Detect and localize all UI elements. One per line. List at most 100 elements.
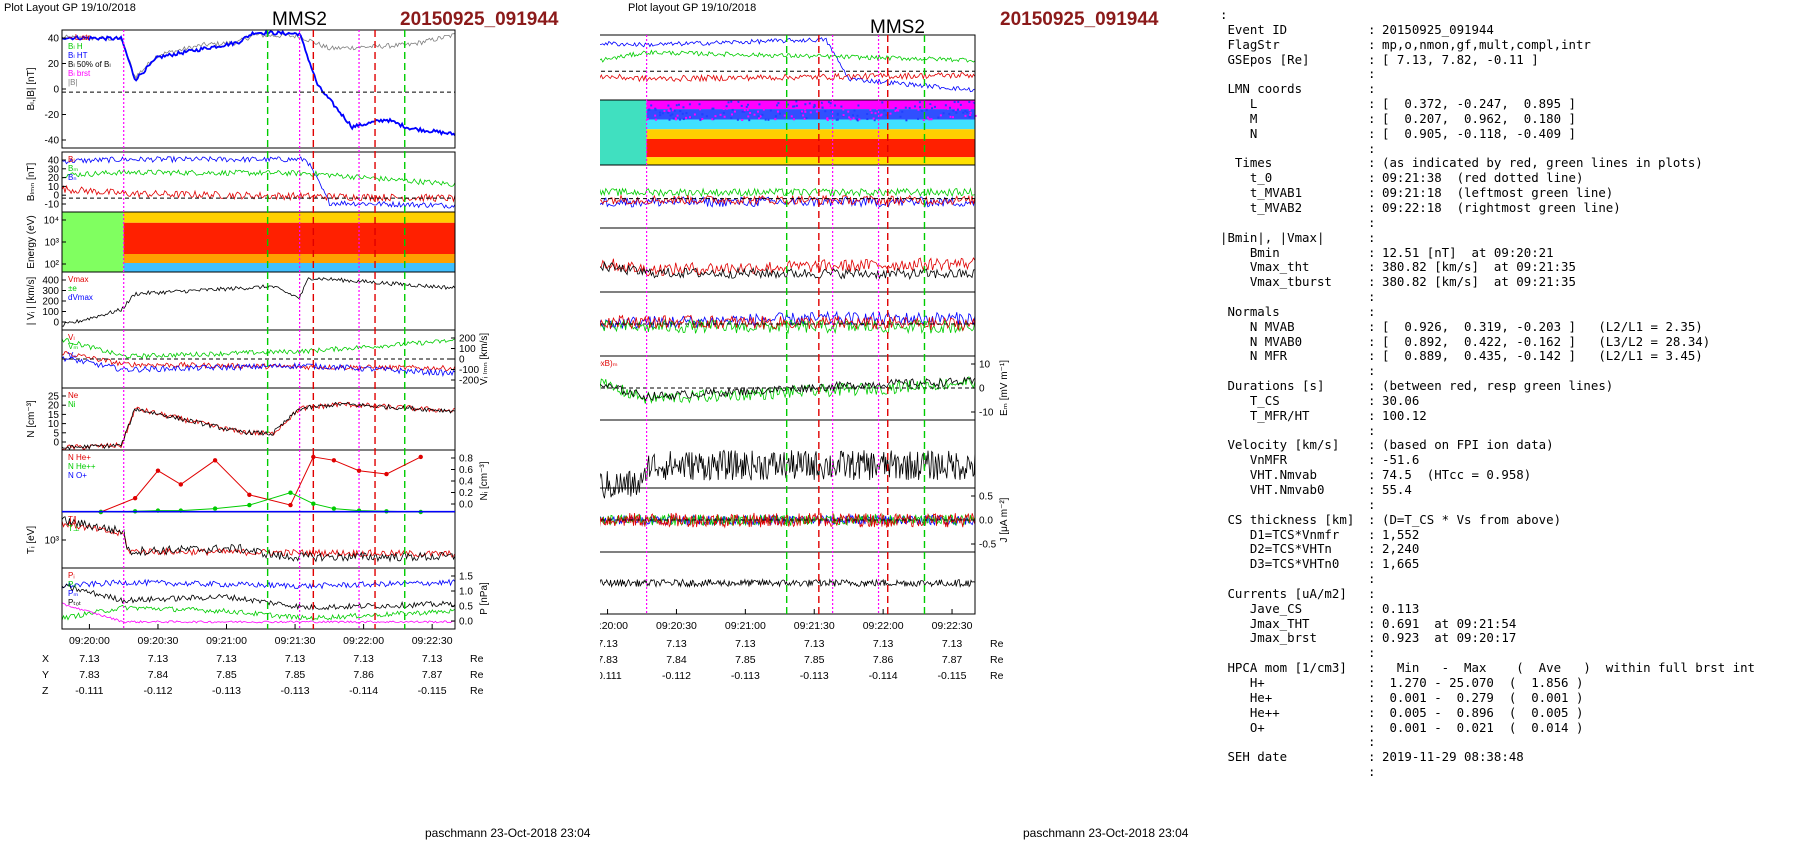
spectrogram-speckle [804,103,807,106]
info-line: N MVAB: [ 0.926, 0.319, -0.203 ] (L2/L1 =… [1220,319,1804,335]
spectrogram-speckle [733,110,736,113]
spectrogram-speckle [948,112,951,115]
info-colon: : [1368,526,1376,542]
ephemeris-value: -0.113 [731,670,760,682]
spectrogram-speckle [727,101,730,104]
panel-ti: 10³ Tᵢ [eV] T∥T⊥ [26,511,456,569]
y-axis-label: Tᵢ [eV] [26,526,37,554]
series-blmn-blue [61,155,456,209]
series-vi-black [62,276,456,327]
info-line: : [1220,497,1804,513]
legend-entry: ±e [68,284,77,293]
series-vlmn-green [61,338,456,359]
spectrogram-speckle [966,111,969,114]
info-value: [ 0.892, 0.422, -0.162 ] (L3/L2 = 28.34) [1382,333,1711,349]
ephemeris-value: 7.83 [600,654,618,666]
info-colon: : [1368,600,1376,616]
info-value: 2019-11-29 08:38:48 [1382,749,1524,765]
info-colon: : [1368,110,1376,126]
info-line: : [1220,140,1804,157]
spectrogram-speckle [719,113,722,116]
panel-je: 1.00.50.0-0.5-1.0J*E' [nW m⁻³]J*E' [600,551,976,615]
ephemeris-value: -0.112 [662,670,691,682]
spectrogram-speckle [676,114,679,117]
y-tick-label: -10 [979,408,994,419]
spectrogram-speckle [856,119,859,122]
panel-j: 0.80.60.40.20.0|J| [μA m⁻²]|J| [600,419,976,499]
info-colon: : [1368,140,1376,156]
ephemeris-value: -0.113 [212,685,241,697]
spectrogram-speckle [931,107,934,110]
spectrogram-speckle [682,118,685,121]
info-colon: : [1368,348,1376,364]
spectrogram-speckle [682,106,685,109]
y-tick-label: -0.5 [979,540,997,551]
ephemeris-value: 7.13 [353,653,374,665]
spectrogram-speckle [756,110,759,113]
spectrogram-speckle [776,110,779,113]
spectrogram-speckle [925,108,928,111]
y-tick-label: 0 [459,355,465,366]
spectrogram-speckle [736,118,739,121]
spectrogram-speckle [952,104,955,107]
y-tick-label: 400 [42,276,59,287]
spectrogram-speckle [930,118,933,121]
ephemeris-unit: Re [470,669,484,681]
spectrogram-speckle [803,108,806,111]
y-tick-label: 1.5 [459,572,473,583]
x-tick-label: 09:20:00 [69,635,110,647]
spectrogram-speckle [802,114,805,117]
info-key: Jave_CS [1220,600,1303,616]
spectrogram-speckle [698,103,701,106]
info-line: M: [ 0.207, 0.962, 0.180 ] [1220,110,1804,127]
legend-entry: Pₑ [68,580,76,589]
info-line: CS thickness [km]: (D=T_CS * Vs from abov… [1220,512,1804,528]
spectrogram-speckle [747,115,750,118]
series-p-blue [61,578,456,590]
left-event-title: 20150925_091944 [400,9,559,30]
spectrogram-speckle [731,103,734,106]
spectrogram-speckle [804,110,807,113]
x-tick-label: 09:22:30 [932,620,973,632]
spectrogram-speckle [672,117,675,120]
spectrogram-speckle [685,116,688,119]
x-tick-label: 09:20:00 [600,620,628,632]
spectrogram-speckle [783,114,786,117]
info-value: 12.51 [nT] at 09:20:21 [1382,244,1554,260]
info-key: Bmin [1220,244,1280,260]
info-key: GSEpos [Re] [1220,51,1310,67]
y-tick-label: 0 [979,384,985,395]
y-tick-label: -10 [45,200,60,211]
spectrogram-speckle [669,101,672,104]
info-key: : [1220,7,1228,22]
spectrogram-speckle [873,119,876,122]
ephemeris-value: 7.85 [216,669,237,681]
spectrogram-band [646,139,975,158]
info-key: Velocity [km/s] [1220,437,1340,453]
ephemeris-value: -0.111 [75,685,103,697]
y-tick-label: 0.5 [979,492,993,503]
x-tick-label: 09:22:30 [412,635,453,647]
spectrogram-speckle [712,107,715,110]
info-line: : [1220,571,1804,587]
series-e-blue [600,310,976,331]
spectrogram-speckle [706,107,709,110]
ni-series [100,456,421,513]
spectrogram-speckle [671,113,674,116]
spectrogram-band [123,254,455,263]
y-axis-label: P [nPa] [479,582,490,615]
info-line: T_CS:30.06 [1220,393,1804,409]
spectrogram-speckle [656,103,659,106]
info-value: 74.5 (HTcc = 0.958) [1382,467,1532,483]
info-key: Durations [s] [1220,378,1325,394]
y-tick-label: 40 [48,156,60,167]
spectrogram-speckle [812,106,815,109]
spectrogram-speckle [752,106,755,109]
legend-entry: dVmax [68,293,93,302]
info-colon: : [1368,452,1376,468]
spectrogram-speckle [699,108,702,111]
info-value: 09:22:18 (rightmost green line) [1382,199,1621,215]
info-key: HPCA mom [1/cm3] [1220,660,1347,676]
series-blmn-green [600,49,976,63]
